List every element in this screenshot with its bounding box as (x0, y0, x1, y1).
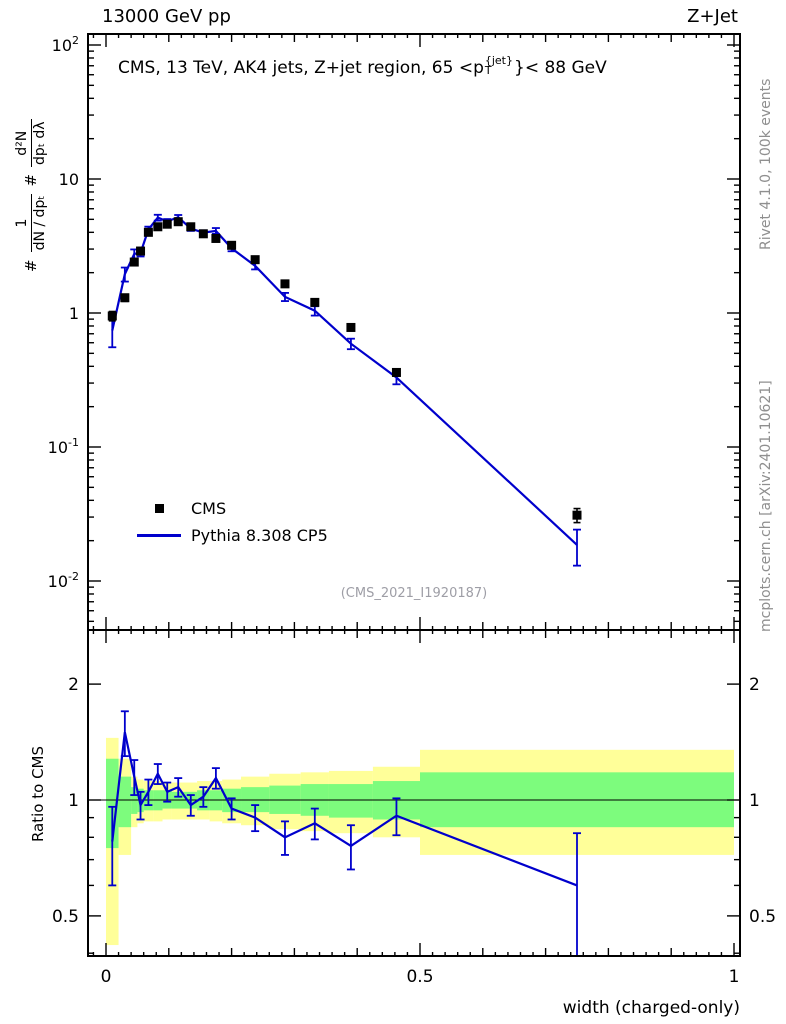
plot-title-sub: T (484, 64, 492, 78)
legend-label-cms: CMS (191, 498, 227, 518)
ylabel-fraction-2: d²N dpₜ dλ (14, 119, 48, 167)
ylabel-fraction-1: 1 dN / dpₜ (14, 193, 48, 253)
ratio-uncertainty-bands (106, 737, 734, 946)
header-beam-label: 13000 GeV pp (102, 6, 231, 27)
header-process-label: Z+Jet (687, 6, 738, 27)
legend-item-pythia: Pythia 8.308 CP5 (136, 523, 328, 547)
main-y-axis-label: # 1 dN / dpₜ # d²N dpₜ dλ (6, 34, 56, 272)
svg-text:10-1: 10-1 (48, 436, 79, 457)
legend-marker-cell (136, 503, 182, 513)
svg-text:1: 1 (69, 304, 79, 323)
mcplots-arxiv-note: mcplots.cern.ch [arXiv:2401.10621] (758, 380, 774, 632)
svg-text:0.5: 0.5 (406, 967, 433, 987)
panel-frames (87, 33, 741, 957)
analysis-id-watermark: (CMS_2021_I1920187) (340, 586, 488, 601)
svg-text:2: 2 (68, 675, 79, 695)
plot-title-sup: {jet} (484, 54, 513, 67)
svg-text:1: 1 (68, 791, 79, 811)
ylabel-hash-1: # (22, 259, 40, 272)
plot-title: CMS, 13 TeV, AK4 jets, Z+jet region, 65 … (118, 54, 607, 79)
svg-text:0.5: 0.5 (749, 907, 776, 927)
ratio-pythia-curve (108, 710, 581, 956)
axis-tick-labels: 102 10 1 10-1 10-2 2 2 1 1 0.5 0.5 0 0.5 1 (48, 34, 776, 987)
legend: CMS Pythia 8.308 CP5 (136, 496, 328, 547)
legend-marker-cell (136, 533, 182, 537)
rivet-version-note: Rivet 4.1.0, 100k events (758, 78, 774, 250)
plot-title-script: {jet} T (484, 54, 513, 78)
legend-item-cms: CMS (136, 496, 328, 520)
axis-ticks (88, 34, 740, 956)
plot-title-pre: CMS, 13 TeV, AK4 jets, Z+jet region, 65 … (118, 58, 484, 79)
svg-text:10: 10 (59, 170, 79, 189)
svg-text:10-2: 10-2 (48, 570, 79, 591)
ratio-y-axis-label: Ratio to CMS (29, 745, 47, 843)
plot-title-post: }< 88 GeV (514, 58, 607, 79)
ylabel-hash-2: # (22, 173, 40, 187)
svg-text:2: 2 (749, 675, 760, 695)
svg-text:1: 1 (729, 967, 740, 987)
cms-square-marker-icon (154, 503, 164, 513)
ratio-band-yellow (106, 737, 734, 946)
main-cms-points (107, 217, 582, 524)
legend-label-pythia: Pythia 8.308 CP5 (191, 525, 328, 545)
svg-text:0: 0 (101, 967, 112, 987)
x-axis-label: width (charged-only) (562, 998, 740, 1018)
svg-text:0.5: 0.5 (52, 907, 79, 927)
svg-text:102: 102 (52, 34, 79, 55)
pythia-line-marker-icon (137, 533, 181, 537)
svg-text:1: 1 (749, 791, 760, 811)
